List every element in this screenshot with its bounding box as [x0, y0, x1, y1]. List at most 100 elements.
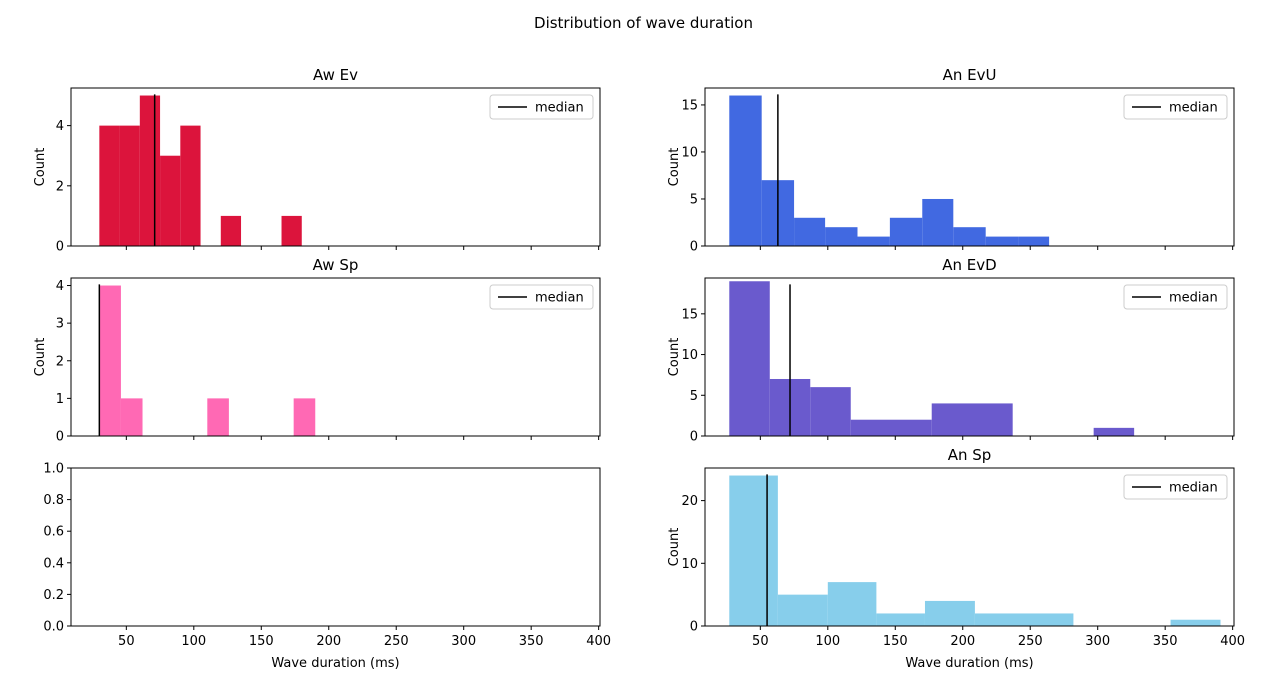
axes-frame	[704, 277, 1235, 437]
y-tick-label: 2	[56, 179, 64, 194]
y-axis-label: Count	[667, 148, 682, 187]
bar	[729, 95, 762, 247]
panel-title: Aw Ev	[313, 66, 358, 84]
x-tick-label: 350	[519, 634, 544, 649]
bar	[777, 594, 828, 626]
panel-title: An EvD	[942, 256, 996, 274]
bar	[99, 125, 120, 246]
bar	[207, 398, 229, 436]
x-tick-label: 200	[316, 634, 341, 649]
y-axis-label: Count	[33, 148, 48, 187]
x-tick-label: 250	[384, 634, 409, 649]
y-tick-label: 15	[681, 98, 698, 113]
figure-title: Distribution of wave duration	[534, 14, 753, 32]
y-tick-label: 5	[690, 389, 698, 404]
legend-label: median	[1169, 101, 1218, 116]
bar	[985, 236, 1019, 246]
x-tick-label: 250	[1018, 634, 1043, 649]
y-tick-label: 0	[56, 240, 64, 255]
bar	[119, 125, 140, 246]
legend-label: median	[1169, 291, 1218, 306]
bar	[850, 419, 932, 436]
bar	[220, 215, 242, 246]
x-tick-label: 200	[950, 634, 975, 649]
axes-frame	[704, 87, 1235, 247]
bar	[729, 281, 770, 436]
legend-box	[489, 94, 594, 120]
x-axis-label: Wave duration (ms)	[271, 656, 399, 671]
bar	[99, 285, 121, 436]
legend-label: median	[535, 291, 584, 306]
x-tick-label: 150	[883, 634, 908, 649]
y-tick-label: 10	[681, 348, 698, 363]
legend: median	[489, 284, 594, 310]
legend: median	[1123, 94, 1228, 120]
bar	[924, 600, 975, 626]
bar	[825, 227, 858, 246]
bar	[931, 403, 1013, 436]
y-tick-label: 4	[56, 279, 64, 294]
y-tick-label: 0	[690, 620, 698, 635]
y-tick-label: 0.6	[43, 525, 64, 540]
y-tick-label: 0.2	[43, 588, 64, 603]
y-tick-label: 0	[690, 240, 698, 255]
x-tick-label: 150	[249, 634, 274, 649]
legend-label: median	[535, 101, 584, 116]
y-tick-label: 0.4	[43, 556, 64, 571]
legend-box	[489, 284, 594, 310]
bar	[180, 125, 201, 246]
y-tick-label: 3	[56, 317, 64, 332]
legend: median	[1123, 284, 1228, 310]
panel-title: Aw Sp	[313, 256, 359, 274]
x-tick-label: 400	[586, 634, 611, 649]
x-tick-label: 350	[1153, 634, 1178, 649]
axes-frame	[704, 467, 1235, 627]
legend: median	[1123, 474, 1228, 500]
y-tick-label: 0	[56, 430, 64, 445]
legend-box	[1123, 284, 1228, 310]
bar	[281, 215, 302, 246]
bar	[953, 227, 986, 246]
y-tick-label: 20	[681, 494, 698, 509]
panel-0: 0 2 4 Aw Ev Count median	[33, 66, 601, 255]
panel-title: An Sp	[948, 446, 992, 464]
bar	[293, 398, 316, 436]
x-tick-label: 100	[815, 634, 840, 649]
x-tick-label: 100	[181, 634, 206, 649]
bar	[974, 613, 1074, 626]
y-axis-label: Count	[667, 338, 682, 377]
bar	[1170, 619, 1221, 626]
legend: median	[489, 94, 594, 120]
y-tick-label: 1.0	[43, 462, 64, 477]
x-axis-label: Wave duration (ms)	[905, 656, 1033, 671]
bar	[889, 217, 923, 246]
bar	[922, 198, 954, 246]
x-tick-label: 300	[451, 634, 476, 649]
bar	[827, 582, 877, 626]
y-axis-label: Count	[667, 528, 682, 567]
bar	[139, 95, 161, 247]
y-tick-label: 0	[690, 430, 698, 445]
bar	[857, 236, 890, 246]
panel-2: 0 1 2 3 4 Aw Sp Count median	[33, 256, 601, 445]
panel-title: An EvU	[943, 66, 997, 84]
bar	[729, 475, 778, 626]
y-tick-label: 5	[690, 192, 698, 207]
panel-1: 0 5 10 15 An EvU Count median	[667, 66, 1235, 255]
y-tick-label: 0.8	[43, 493, 64, 508]
y-tick-label: 4	[56, 119, 64, 134]
y-tick-label: 0.0	[43, 620, 64, 635]
y-tick-label: 2	[56, 354, 64, 369]
bar	[1018, 236, 1050, 246]
x-tick-label: 50	[752, 634, 769, 649]
panel-3: 0 5 10 15 An EvD Count median	[667, 256, 1235, 445]
bar	[120, 398, 143, 436]
panel-4: 50 100 150 200 250 300 350 400 0.0 0.2 0.4 0.6 0.8 1.…	[43, 462, 611, 672]
y-tick-label: 1	[56, 392, 64, 407]
panel-5: 50 100 150 200 250 300 350 400 0 10 20 An Sp Count Wa…	[667, 446, 1245, 671]
y-axis-label: Count	[33, 338, 48, 377]
x-tick-label: 50	[118, 634, 135, 649]
y-tick-label: 10	[681, 557, 698, 572]
